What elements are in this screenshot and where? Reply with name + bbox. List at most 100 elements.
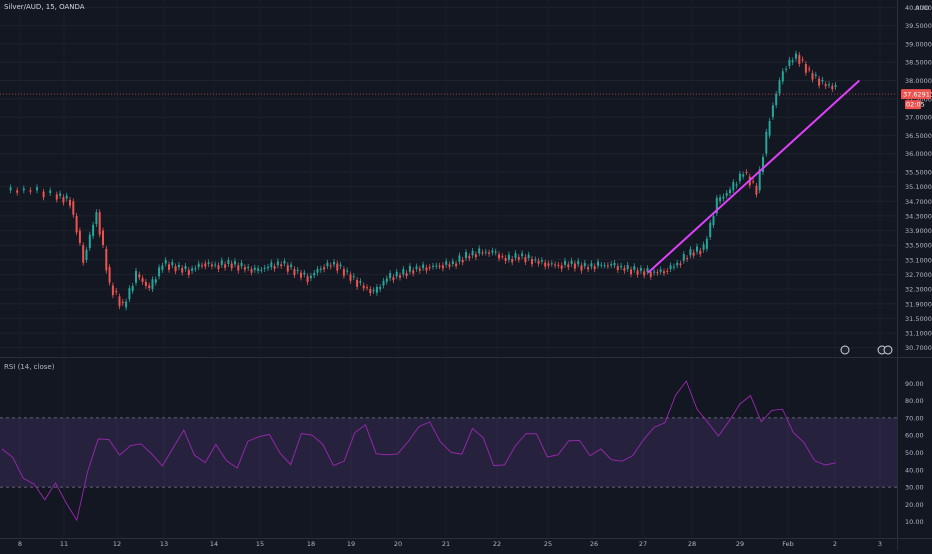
candle-body — [762, 156, 764, 173]
time-tick-label: 27 — [639, 540, 647, 548]
candle-body — [49, 190, 52, 194]
candle-body — [735, 184, 738, 186]
candle-body — [775, 93, 778, 106]
time-tick-label: 20 — [394, 540, 402, 548]
price-tick-label: 34.30000 — [905, 212, 932, 220]
candle-body — [699, 250, 702, 255]
candle-body — [435, 265, 438, 267]
candle-body — [554, 264, 557, 266]
candle-body — [95, 212, 98, 225]
candle-body — [412, 270, 415, 274]
candle-body — [610, 264, 613, 266]
candle-body — [214, 264, 217, 266]
price-tick-label: 33.10000 — [905, 256, 932, 264]
candle-body — [270, 262, 273, 268]
candle-body — [72, 201, 75, 215]
candle-body — [329, 265, 332, 267]
candle-body — [263, 267, 266, 269]
candle-body — [597, 261, 599, 266]
candle-body — [382, 280, 385, 286]
candle-body — [220, 260, 223, 265]
price-tick-label: 32.70000 — [905, 271, 932, 279]
time-tick-label: 2 — [833, 540, 837, 548]
rsi-tick-label: 50.00 — [905, 449, 924, 457]
candle-body — [164, 260, 167, 264]
candle-body — [709, 222, 712, 237]
candle-body — [768, 121, 771, 136]
candle-body — [719, 197, 722, 202]
candle-body — [121, 301, 124, 304]
candle-body — [550, 263, 553, 265]
candle-body — [580, 265, 583, 271]
candle-body — [564, 260, 566, 265]
candle-body — [313, 273, 316, 276]
price-tick-label: 40.00000 — [905, 4, 932, 12]
candle-body — [286, 265, 289, 272]
candle-body — [560, 265, 563, 269]
candle-body — [801, 59, 804, 61]
price-tick-label: 38.00000 — [905, 77, 932, 85]
price-tick-label: 39.00000 — [905, 40, 932, 48]
candle-body — [517, 257, 520, 260]
candle-body — [656, 272, 659, 274]
candle-body — [227, 260, 230, 264]
candle-body — [369, 289, 372, 294]
candle-body — [465, 252, 467, 259]
candle-body — [333, 261, 335, 265]
candle-body — [230, 263, 233, 269]
candle-body — [478, 248, 481, 254]
rsi-indicator-label[interactable]: RSI (14, close) — [4, 363, 55, 371]
candle-body — [765, 131, 768, 154]
candle-body — [237, 265, 240, 271]
candle-body — [828, 84, 830, 86]
candle-body — [16, 190, 19, 193]
candle-body — [336, 263, 339, 271]
price-tick-label: 39.50000 — [905, 22, 932, 30]
price-tick-label: 32.30000 — [905, 286, 932, 294]
candle-body — [696, 246, 698, 252]
candle-body — [531, 258, 533, 265]
candle-body — [481, 252, 484, 254]
event-icon — [840, 345, 850, 355]
time-tick-label: 11 — [60, 540, 68, 548]
candle-body — [168, 264, 170, 270]
candle-body — [702, 244, 705, 250]
candle-body — [267, 266, 269, 269]
time-tick-label: 3 — [878, 540, 882, 548]
candle-body — [171, 261, 174, 266]
candle-body — [283, 261, 286, 264]
time-tick-label: Feb — [782, 540, 794, 548]
candle-body — [590, 263, 593, 267]
candle-body — [557, 264, 560, 266]
candle-body — [309, 275, 312, 279]
countdown-tag — [905, 100, 921, 110]
candle-body — [682, 254, 685, 261]
candle-body — [725, 193, 728, 196]
rsi-tick-label: 60.00 — [905, 432, 924, 440]
candle-body — [247, 266, 250, 269]
candle-body — [649, 272, 652, 277]
candle-body — [366, 287, 368, 289]
candle-body — [666, 270, 669, 272]
candle-body — [224, 264, 227, 268]
candle-body — [818, 78, 821, 86]
time-tick-label: 26 — [590, 540, 598, 548]
candle-body — [573, 263, 576, 269]
candle-body — [181, 268, 184, 273]
candle-body — [474, 254, 477, 258]
rsi-tick-label: 20.00 — [905, 501, 924, 509]
time-tick-label: 8 — [18, 540, 22, 548]
currency-label: AUD — [915, 4, 929, 12]
candle-body — [102, 230, 104, 246]
rsi-tick-label: 70.00 — [905, 414, 924, 422]
candle-body — [752, 181, 755, 183]
current-price-value: 37.62913 — [903, 91, 932, 99]
candle-body — [415, 266, 418, 269]
candle-body — [630, 269, 632, 275]
candle-body — [547, 263, 550, 266]
candle-body — [689, 249, 692, 256]
candle-body — [148, 285, 151, 289]
time-tick-label: 25 — [544, 540, 552, 548]
